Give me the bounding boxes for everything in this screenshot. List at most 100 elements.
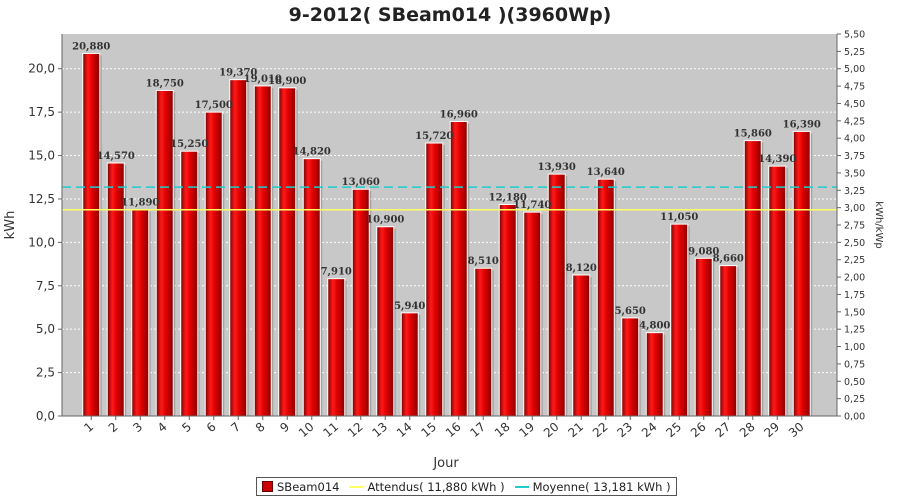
bar — [376, 226, 395, 417]
x-tick-label: 3 — [130, 420, 145, 436]
y2-tick-label: 5,00 — [844, 64, 865, 75]
x-tick-label: 21 — [565, 420, 586, 441]
bar — [180, 150, 199, 417]
legend-swatch-expected — [349, 485, 364, 488]
data-label: 14,390 — [758, 154, 796, 165]
y-tick-label: 12,5 — [28, 192, 55, 206]
x-tick-label: 25 — [663, 420, 684, 441]
data-label: 19,010 — [244, 74, 282, 85]
legend-label-expected: Attendus( 11,880 kWh ) — [367, 479, 505, 494]
x-tick-label: 29 — [761, 420, 782, 441]
bars-group — [82, 52, 813, 417]
data-label: 13,930 — [538, 162, 576, 173]
x-tick-label: 27 — [712, 420, 733, 441]
x-tick-label: 14 — [394, 420, 415, 441]
bar — [596, 178, 615, 417]
data-label: 12,180 — [489, 193, 527, 204]
bar — [743, 140, 762, 417]
data-label: 13,060 — [342, 177, 380, 188]
bar — [768, 165, 787, 417]
y2-tick-label: 1,75 — [844, 290, 865, 301]
bar — [572, 274, 591, 417]
data-label: 7,910 — [321, 267, 352, 278]
data-label: 5,940 — [394, 301, 425, 312]
y2-tick-label: 2,50 — [844, 238, 865, 249]
y2-tick-label: 3,75 — [844, 151, 865, 162]
legend-item-mean: Moyenne( 13,181 kWh ) — [514, 479, 671, 494]
x-tick-label: 4 — [155, 420, 170, 436]
data-label: 17,500 — [195, 100, 233, 111]
bar — [82, 52, 101, 417]
y2-tick-label: 4,25 — [844, 116, 865, 127]
data-label: 16,960 — [440, 110, 478, 121]
legend-swatch-bars — [262, 481, 273, 492]
data-label: 10,900 — [366, 215, 404, 226]
bar — [229, 79, 248, 417]
data-label: 11,740 — [513, 200, 551, 211]
y2-tick-label: 4,00 — [844, 134, 865, 145]
x-tick-label: 1 — [81, 420, 96, 436]
x-tick-label: 22 — [590, 420, 611, 441]
x-tick-label: 19 — [516, 420, 537, 441]
data-label: 4,800 — [639, 321, 670, 332]
data-label: 5,650 — [615, 306, 646, 317]
bar — [131, 209, 150, 417]
bar — [498, 204, 517, 417]
x-tick-label: 6 — [204, 420, 219, 436]
x-tick-label: 2 — [106, 420, 121, 436]
bar — [474, 267, 493, 417]
chart-legend: SBeam014 Attendus( 11,880 kWh ) Moyenne(… — [256, 477, 677, 496]
data-label: 18,900 — [268, 76, 306, 87]
data-label: 15,250 — [170, 139, 208, 150]
x-tick-label: 12 — [345, 420, 366, 441]
data-label: 19,370 — [219, 68, 257, 79]
y2-tick-label: 2,75 — [844, 221, 865, 232]
data-label: 14,570 — [97, 151, 135, 162]
y2-tick-label: 0,25 — [844, 394, 865, 405]
chart-title: 9-2012( SBeam014 )(3960Wp) — [289, 4, 612, 26]
legend-label-mean: Moyenne( 13,181 kWh ) — [532, 479, 671, 494]
legend-swatch-mean — [514, 485, 529, 488]
y-tick-label: 17,5 — [28, 105, 55, 119]
bar — [792, 130, 811, 417]
data-label: 15,860 — [734, 129, 772, 140]
data-label: 20,880 — [72, 41, 110, 52]
bar — [204, 111, 223, 417]
bar — [449, 121, 468, 417]
x-axis-label: Jour — [432, 456, 459, 471]
x-tick-label: 5 — [179, 420, 194, 436]
x-tick-label: 8 — [253, 420, 268, 436]
y2-tick-label: 2,00 — [844, 273, 865, 284]
reference-lines — [62, 186, 837, 211]
y2-axis-label: kWh/kWp — [873, 201, 884, 248]
bar — [523, 211, 542, 417]
y-tick-label: 15,0 — [28, 149, 55, 163]
data-label: 8,120 — [566, 263, 597, 274]
data-label: 15,720 — [415, 131, 453, 142]
bar — [253, 85, 272, 417]
bar — [694, 257, 713, 417]
x-tick-label: 23 — [614, 420, 635, 441]
x-tick-label: 9 — [277, 420, 292, 436]
y-tick-labels: 0,0 2,5 5,0 7,5 10,0 12,5 15,0 17,5 20,0 — [28, 62, 62, 423]
y-tick-label: 10,0 — [28, 235, 55, 249]
data-label: 13,640 — [587, 167, 625, 178]
y2-tick-label: 0,00 — [844, 412, 865, 423]
bar — [278, 87, 297, 417]
x-tick-label: 10 — [296, 420, 317, 441]
x-tick-label: 28 — [737, 420, 758, 441]
y2-tick-label: 3,25 — [844, 186, 865, 197]
bar — [670, 223, 689, 417]
y-tick-label: 2,5 — [36, 366, 55, 380]
x-tick-label: 11 — [320, 420, 341, 441]
x-tick-label: 7 — [228, 420, 243, 436]
bar — [425, 142, 444, 417]
y2-tick-label: 3,00 — [844, 203, 865, 214]
y2-tick-label: 1,00 — [844, 342, 865, 353]
x-tick-label: 24 — [639, 420, 660, 441]
bar — [400, 312, 419, 417]
bar — [719, 265, 738, 417]
x-tick-label: 16 — [443, 420, 464, 441]
x-tick-label: 13 — [369, 420, 390, 441]
